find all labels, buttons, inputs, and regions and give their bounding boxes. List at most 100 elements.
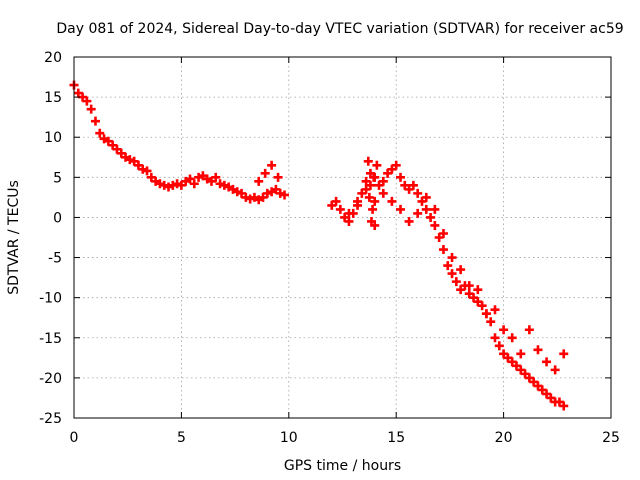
data-point [340, 212, 350, 222]
data-point [413, 188, 423, 198]
data-point [421, 204, 431, 214]
data-point [477, 301, 487, 311]
data-point [370, 196, 380, 206]
y-axis-label: SDTVAR / TECUs [6, 180, 22, 295]
data-point [447, 253, 457, 263]
data-point [391, 160, 401, 170]
axes: 0 5 10 15 20 25 -25 -20 -15 -10 -5 0 5 10 15 20 [39, 50, 620, 446]
y-tick-label: -20 [39, 371, 62, 387]
data-point [550, 365, 560, 375]
data-point [73, 88, 83, 98]
data-point [413, 208, 423, 218]
data-point [404, 184, 414, 194]
y-tick-label: -10 [39, 291, 62, 307]
data-point [327, 200, 337, 210]
y-tick-label: 15 [44, 90, 62, 106]
data-point [537, 385, 547, 395]
data-point [533, 345, 543, 355]
data-point [176, 180, 186, 190]
x-tick-label: 20 [495, 430, 513, 446]
data-point [447, 269, 457, 279]
grid-lines [74, 57, 611, 418]
data-point [387, 196, 397, 206]
data-point [516, 349, 526, 359]
data-point [368, 204, 378, 214]
data-point [133, 160, 143, 170]
data-point [383, 168, 393, 178]
y-tick-label: -25 [39, 411, 62, 427]
data-point [507, 333, 517, 343]
y-tick-label: 20 [44, 50, 62, 66]
data-point [438, 245, 448, 255]
data-point [546, 393, 556, 403]
x-tick-label: 15 [387, 430, 405, 446]
y-tick-label: 10 [44, 130, 62, 146]
data-point [280, 190, 290, 200]
data-point [490, 333, 500, 343]
data-point [404, 216, 414, 226]
data-point [364, 192, 374, 202]
data-point [254, 176, 264, 186]
y-tick-label: 0 [53, 210, 62, 226]
data-point [456, 285, 466, 295]
data-point [430, 220, 440, 230]
data-point [271, 184, 281, 194]
data-point [516, 365, 526, 375]
data-point [430, 204, 440, 214]
data-point [378, 188, 388, 198]
data-point [129, 156, 139, 166]
data-point [211, 172, 221, 182]
data-point [185, 174, 195, 184]
data-point [387, 164, 397, 174]
x-tick-label: 5 [177, 430, 186, 446]
data-point [511, 361, 521, 371]
data-point [258, 192, 268, 202]
data-point [361, 176, 371, 186]
data-point [542, 389, 552, 399]
data-point [499, 349, 509, 359]
y-tick-label: -15 [39, 331, 62, 347]
data-point [146, 172, 156, 182]
data-point [542, 357, 552, 367]
data-point [353, 200, 363, 210]
data-point [361, 184, 371, 194]
data-point [503, 353, 513, 363]
data-point [365, 180, 375, 190]
plot-frame [73, 56, 612, 419]
data-point [524, 325, 534, 335]
data-point [438, 228, 448, 238]
data-point [559, 349, 569, 359]
data-point [434, 233, 444, 242]
data-point [108, 140, 118, 150]
data-point [237, 188, 247, 198]
data-point [78, 92, 88, 102]
data-point [142, 166, 152, 176]
data-point [378, 176, 388, 186]
data-point [116, 148, 126, 158]
data-point [189, 179, 199, 189]
data-point [481, 309, 491, 319]
data-point [331, 196, 341, 206]
data-point [494, 341, 504, 351]
x-tick-label: 10 [280, 430, 298, 446]
data-point [421, 192, 431, 202]
data-point [82, 96, 92, 106]
data-point [464, 281, 474, 291]
data-point [206, 176, 216, 186]
data-point [344, 216, 354, 226]
data-point [473, 285, 483, 295]
data-point [469, 293, 479, 303]
data-point [273, 172, 283, 182]
data-point [417, 196, 427, 206]
data-point [395, 172, 405, 182]
data-point [507, 357, 517, 367]
chart-title: Day 081 of 2024, Sidereal Day-to-day VTE… [56, 21, 623, 37]
data-point [529, 377, 539, 387]
y-tick-label: -5 [48, 251, 62, 267]
data-point [499, 325, 509, 335]
data-point [335, 204, 345, 214]
data-point [559, 401, 569, 411]
data-points [69, 80, 569, 411]
data-point [357, 188, 367, 198]
data-point [426, 212, 436, 222]
